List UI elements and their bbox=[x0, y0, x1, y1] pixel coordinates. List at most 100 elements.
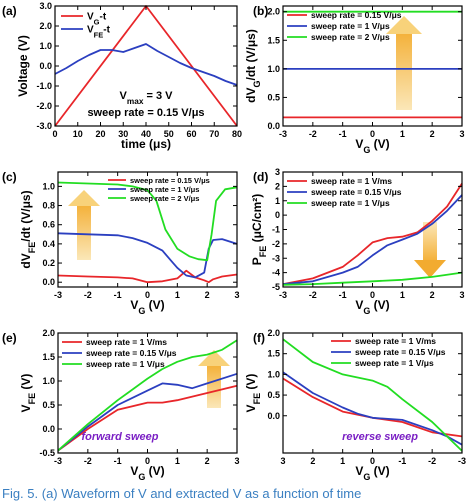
y-tick-label: -1 bbox=[272, 225, 280, 235]
trend-arrow-shaft bbox=[396, 34, 412, 110]
series-line-f-1 bbox=[282, 377, 463, 438]
y-tick-label: 0.8 bbox=[42, 201, 55, 211]
chart-panel-a: 0 10 20 30 40 50 60 70 80 -3.0 -2.0 -1.0 0.0 1.0 2.0 3.… bbox=[2, 1, 242, 151]
y-tick-label: 1.0 bbox=[39, 41, 52, 51]
chart-panel-d: -3 -2 -1 0 1 2 3 -5 -4 -3 -2 -1 0 1 2 3 (d) VG (V) PFE (μC… bbox=[250, 167, 465, 316]
y-axis-label: VFE (V) bbox=[19, 374, 37, 413]
series-line-f-2 bbox=[282, 371, 463, 446]
legend-entry: sweep rate = 0.15 V/μs bbox=[86, 348, 177, 358]
series-line-d-2 bbox=[282, 194, 463, 285]
annotation-vmax: Vmax = 3 V bbox=[120, 90, 174, 106]
chart-panel-f: 3 2 1 0 -1 -2 -3 0.0 0.5 1.0 1.5 2.0(f) VG (V) VFE (V… bbox=[244, 328, 466, 482]
x-axis-label: VG (V) bbox=[355, 137, 389, 155]
legend-entry: VFE-t bbox=[87, 25, 111, 40]
x-axis-label: VG (V) bbox=[355, 464, 389, 482]
y-tick-label: 1.0 bbox=[42, 181, 55, 191]
x-tick-label: -3 bbox=[279, 290, 287, 300]
series-line-c-1 bbox=[57, 269, 238, 284]
y-tick-label: 0.0 bbox=[267, 411, 280, 421]
trend-arrow-shaft bbox=[77, 206, 91, 260]
y-tick-label: 0.0 bbox=[39, 61, 52, 71]
y-tick-label: 0.6 bbox=[42, 220, 55, 230]
panel-label: (a) bbox=[2, 4, 17, 18]
y-tick-label: -2 bbox=[272, 239, 280, 249]
legend-entry: sweep rate = 1 V/ms bbox=[311, 176, 392, 186]
x-tick-label: 2 bbox=[205, 456, 210, 466]
x-tick-label: 0 bbox=[145, 290, 150, 300]
y-tick-label: 2.0 bbox=[267, 328, 280, 338]
series-line-e-1 bbox=[57, 384, 238, 452]
x-tick-label: 3 bbox=[234, 456, 239, 466]
y-tick-label: 0.0 bbox=[267, 121, 280, 131]
panel-label: (e) bbox=[2, 331, 17, 345]
legend-entry: sweep rate = 1 V/μs bbox=[311, 198, 390, 208]
trend-arrow-head bbox=[68, 190, 100, 206]
y-tick-label: 1 bbox=[275, 196, 280, 206]
x-tick-label: -1 bbox=[114, 290, 122, 300]
y-tick-label: -0.5 bbox=[39, 448, 55, 458]
y-tick-label: -5 bbox=[272, 282, 280, 292]
y-tick-label: 2.0 bbox=[267, 7, 280, 17]
x-tick-label: 0 bbox=[145, 456, 150, 466]
x-tick-label: 3 bbox=[234, 290, 239, 300]
x-tick-label: 0 bbox=[52, 129, 57, 139]
y-tick-label: -3 bbox=[272, 253, 280, 263]
y-tick-label: 2.0 bbox=[42, 328, 55, 338]
panel-label: (c) bbox=[2, 170, 17, 184]
trend-arrow-shaft bbox=[423, 222, 437, 260]
panel-label: (f) bbox=[253, 331, 265, 345]
annotation-reverse-sweep: reverse sweep bbox=[342, 431, 418, 443]
x-tick-label: 0 bbox=[370, 290, 375, 300]
x-tick-label: 2 bbox=[205, 290, 210, 300]
trend-arrow-head bbox=[386, 16, 422, 34]
annotation-sweep-rate: sweep rate = 0.15 V/μs bbox=[87, 107, 204, 119]
trend-arrow-head bbox=[198, 350, 230, 366]
x-tick-label: -2 bbox=[309, 290, 317, 300]
legend-entry: sweep rate = 2 V/μs bbox=[311, 32, 390, 42]
x-tick-label: -1 bbox=[339, 129, 347, 139]
trend-arrow-shaft bbox=[207, 366, 221, 408]
legend-entry: sweep rate = 0.15 V/μs bbox=[311, 10, 402, 20]
trend-arrow-head bbox=[414, 260, 446, 278]
x-tick-label: 40 bbox=[141, 129, 151, 139]
y-tick-label: 1.0 bbox=[267, 64, 280, 74]
figure: 0 10 20 30 40 50 60 70 80-3.0-2.0-1.00.01.02.03.… bbox=[2, 1, 466, 482]
y-tick-label: 2 bbox=[275, 181, 280, 191]
x-tick-label: 3 bbox=[459, 290, 464, 300]
x-tick-label: 80 bbox=[232, 129, 242, 139]
legend-entry: VG-t bbox=[87, 12, 107, 27]
x-tick-label: -3 bbox=[54, 290, 62, 300]
x-tick-label: -2 bbox=[84, 290, 92, 300]
x-tick-label: 70 bbox=[209, 129, 219, 139]
x-tick-label: -1 bbox=[339, 290, 347, 300]
y-tick-label: 0 bbox=[275, 210, 280, 220]
x-tick-label: -1 bbox=[398, 456, 406, 466]
x-tick-label: 3 bbox=[280, 456, 285, 466]
x-tick-label: 2 bbox=[430, 290, 435, 300]
y-tick-label: 0.2 bbox=[42, 258, 55, 268]
legend-entry: sweep rate = 1 V/ms bbox=[86, 337, 167, 347]
y-tick-label: 0.0 bbox=[42, 277, 55, 287]
series-line-e-2 bbox=[57, 372, 238, 452]
x-tick-label: 10 bbox=[73, 129, 83, 139]
x-tick-label: 0 bbox=[370, 456, 375, 466]
series-line-e-3 bbox=[57, 339, 238, 452]
x-tick-label: 1 bbox=[340, 456, 345, 466]
legend-entry: sweep rate = 1 V/μs bbox=[311, 21, 390, 31]
y-axis-label: VFE (V) bbox=[244, 374, 262, 413]
series-line-c-2 bbox=[57, 232, 238, 279]
x-tick-label: 0 bbox=[370, 129, 375, 139]
x-tick-label: -2 bbox=[84, 456, 92, 466]
panel-label: (d) bbox=[253, 170, 268, 184]
x-tick-label: -3 bbox=[54, 456, 62, 466]
y-tick-label: 0.0 bbox=[42, 424, 55, 434]
y-tick-label: 3 bbox=[275, 167, 280, 177]
x-axis-label: VG (V) bbox=[130, 298, 164, 316]
legend-entry: sweep rate = 0.15 V/μs bbox=[130, 176, 210, 185]
y-tick-label: -1.0 bbox=[36, 81, 52, 91]
y-tick-label: 0.4 bbox=[42, 239, 55, 249]
y-tick-label: -3.0 bbox=[36, 121, 52, 131]
x-axis-label: VG (V) bbox=[355, 298, 389, 316]
chart-panel-c: -3 -2 -1 0 1 2 3 0.0 0.2 0.4 0.6 0.8 1.0 (c) VG (V) dVF… bbox=[2, 170, 240, 316]
y-axis-label: dVFE/dt (V/μs) bbox=[19, 190, 37, 268]
